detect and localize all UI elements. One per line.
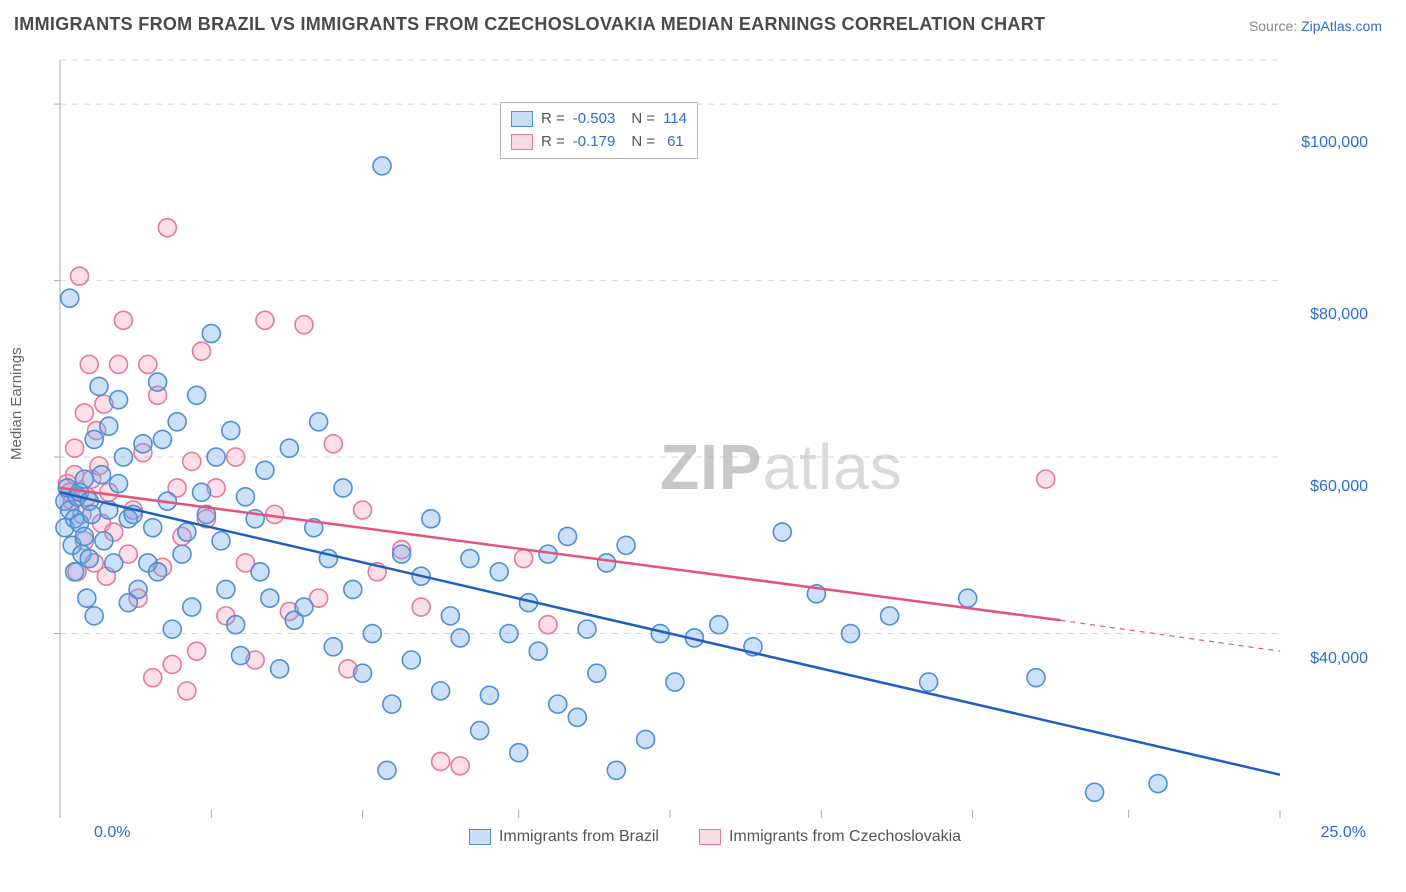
legend-n-val-1: 114 <box>663 108 687 131</box>
series-name-czech: Immigrants from Czechoslovakia <box>729 828 961 846</box>
ytick-60k: $60,000 <box>1310 478 1368 496</box>
legend-swatch-pink <box>511 134 533 150</box>
series-legend-brazil: Immigrants from Brazil <box>469 828 659 846</box>
watermark-zip: ZIP <box>660 431 763 503</box>
series-legend: Immigrants from Brazil Immigrants from C… <box>40 828 1390 846</box>
legend-n-label-2: N = <box>631 131 655 154</box>
legend-r-label-2: R = <box>541 131 565 154</box>
y-axis-label: Median Earnings <box>8 347 25 460</box>
source-link[interactable]: ZipAtlas.com <box>1301 18 1382 34</box>
legend-row-brazil: R = -0.503 N = 114 <box>511 108 687 131</box>
legend-row-czech: R = -0.179 N = 61 <box>511 131 687 154</box>
correlation-legend: R = -0.503 N = 114 R = -0.179 N = 61 <box>500 102 698 159</box>
legend-r-label-1: R = <box>541 108 565 131</box>
watermark: ZIPatlas <box>660 430 903 504</box>
plot-area: ZIPatlas R = -0.503 N = 114 R = -0.179 N… <box>40 50 1390 850</box>
swatch-blue-icon <box>469 829 491 845</box>
legend-swatch-blue <box>511 111 533 127</box>
source-prefix: Source: <box>1249 18 1297 34</box>
ytick-80k: $80,000 <box>1310 306 1368 324</box>
legend-n-val-2: 61 <box>667 131 684 154</box>
ytick-40k: $40,000 <box>1310 650 1368 668</box>
series-legend-czech: Immigrants from Czechoslovakia <box>699 828 961 846</box>
ytick-100k: $100,000 <box>1301 134 1368 152</box>
legend-n-label-1: N = <box>631 108 655 131</box>
series-name-brazil: Immigrants from Brazil <box>499 828 659 846</box>
legend-r-val-2: -0.179 <box>573 131 616 154</box>
chart-title: IMMIGRANTS FROM BRAZIL VS IMMIGRANTS FRO… <box>14 14 1045 35</box>
legend-r-val-1: -0.503 <box>573 108 616 131</box>
swatch-pink-icon <box>699 829 721 845</box>
watermark-atlas: atlas <box>763 431 903 503</box>
source-label: Source: ZipAtlas.com <box>1249 18 1382 34</box>
